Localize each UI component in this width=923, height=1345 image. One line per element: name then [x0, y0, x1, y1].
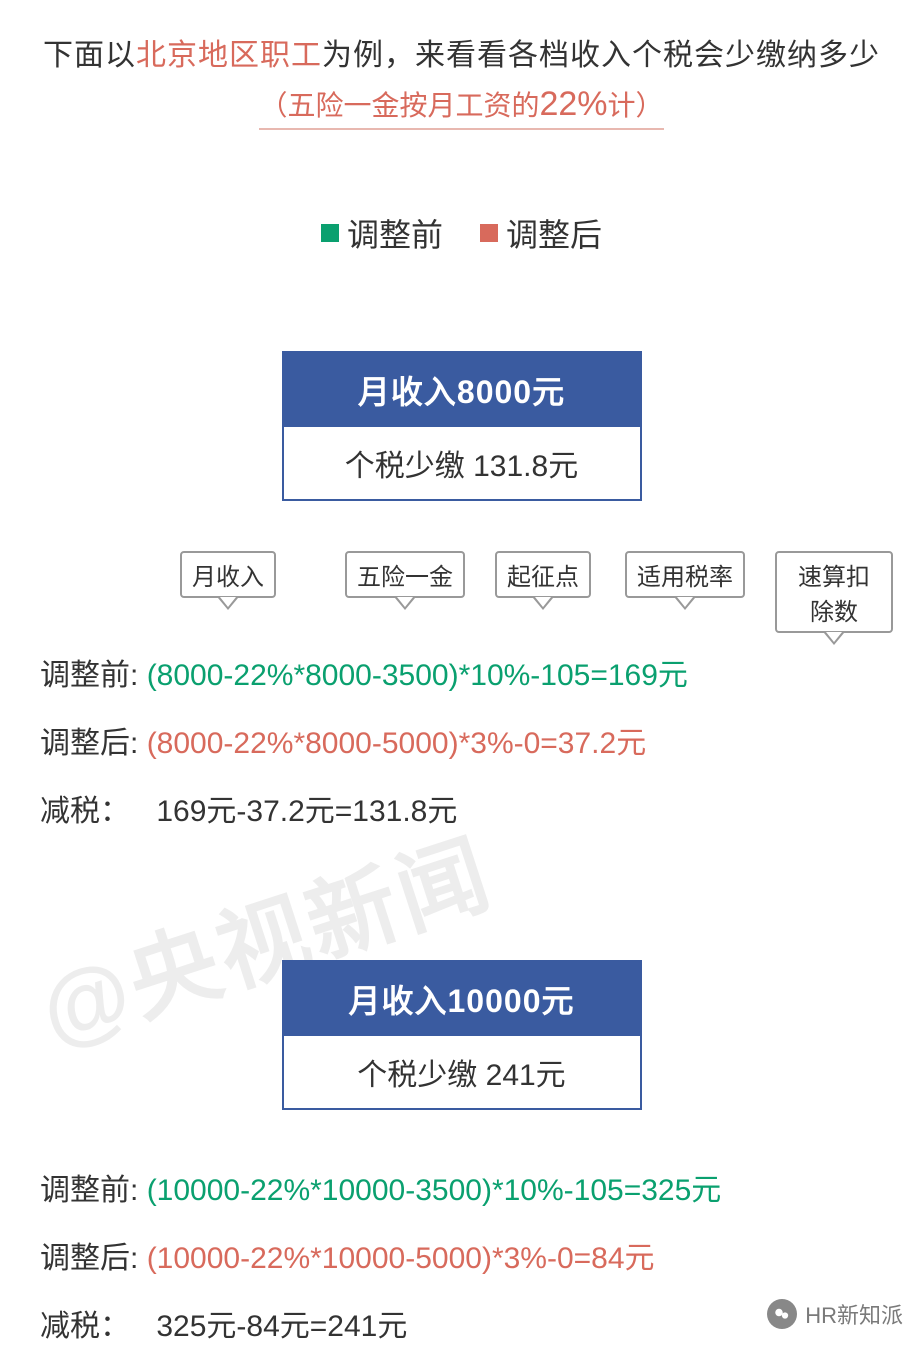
chevron-down-icon: [533, 598, 553, 610]
calc-cut-line: 减税： 325元-84元=241元: [40, 1301, 883, 1345]
calc-before-formula: (8000-22%*8000-3500)*10%-105=169元: [147, 659, 688, 692]
card-body: 个税少缴 131.8元: [284, 427, 640, 499]
calc-cut-line: 减税： 169元-37.2元=131.8元: [40, 786, 883, 830]
legend-after-swatch: [480, 224, 498, 242]
legend: 调整前 调整后: [30, 210, 893, 256]
formula-label-text: 适用税率: [625, 551, 745, 598]
calc-before-line: 调整前: (8000-22%*8000-3500)*10%-105=169元: [40, 650, 883, 694]
calc-block-8000: 调整前: (8000-22%*8000-3500)*10%-105=169元 调…: [30, 650, 893, 830]
income-card-8000: 月收入8000元 个税少缴 131.8元: [282, 351, 642, 501]
formula-label-income: 月收入: [180, 551, 276, 610]
calc-cut-formula: 169元-37.2元=131.8元: [156, 795, 457, 828]
calc-block-10000: 调整前: (10000-22%*10000-3500)*10%-105=325元…: [30, 1165, 893, 1345]
calc-cut-label: 减税：: [40, 795, 130, 828]
chevron-down-icon: [395, 598, 415, 610]
legend-after-label: 调整后: [506, 210, 602, 256]
subtitle-post: 计）: [608, 90, 664, 121]
title-line1: 下面以北京地区职工为例，来看看各档收入个税会少缴纳多少: [30, 30, 893, 74]
calc-before-label: 调整前:: [40, 659, 138, 692]
calc-cut-label: 减税：: [40, 1310, 130, 1343]
formula-label-text: 速算扣除数: [775, 551, 893, 633]
calc-after-formula: (8000-22%*8000-5000)*3%-0=37.2元: [147, 727, 647, 760]
subtitle-pct: 22%: [539, 85, 607, 123]
title-highlight: 北京地区职工: [136, 39, 322, 72]
chevron-down-icon: [218, 598, 238, 610]
title-block: 下面以北京地区职工为例，来看看各档收入个税会少缴纳多少 （五险一金按月工资的22…: [30, 30, 893, 130]
chevron-down-icon: [675, 598, 695, 610]
formula-label-text: 月收入: [180, 551, 276, 598]
card-body: 个税少缴 241元: [284, 1036, 640, 1108]
calc-after-label: 调整后:: [40, 727, 138, 760]
calc-after-line: 调整后: (8000-22%*8000-5000)*3%-0=37.2元: [40, 718, 883, 762]
calc-before-line: 调整前: (10000-22%*10000-3500)*10%-105=325元: [40, 1165, 883, 1209]
subtitle-pre: （五险一金按月工资的: [259, 90, 539, 121]
calc-before-label: 调整前:: [40, 1174, 138, 1207]
formula-label-text: 五险一金: [345, 551, 465, 598]
formula-labels-row: 月收入 五险一金 起征点 适用税率 速算扣除数: [30, 551, 893, 626]
legend-before: 调整前: [321, 210, 443, 256]
formula-label-rate: 适用税率: [625, 551, 745, 610]
income-card-10000: 月收入10000元 个税少缴 241元: [282, 960, 642, 1110]
calc-cut-formula: 325元-84元=241元: [156, 1310, 407, 1343]
calc-after-label: 调整后:: [40, 1242, 138, 1275]
formula-label-insurance: 五险一金: [345, 551, 465, 610]
title-post: 为例，来看看各档收入个税会少缴纳多少: [322, 39, 880, 72]
title-subtitle: （五险一金按月工资的22%计）: [259, 84, 663, 130]
formula-label-deduction: 速算扣除数: [775, 551, 893, 645]
title-pre: 下面以: [43, 39, 136, 72]
calc-after-line: 调整后: (10000-22%*10000-5000)*3%-0=84元: [40, 1233, 883, 1277]
formula-label-threshold: 起征点: [495, 551, 591, 610]
calc-before-formula: (10000-22%*10000-3500)*10%-105=325元: [147, 1174, 722, 1207]
card-head: 月收入8000元: [284, 353, 640, 427]
calc-after-formula: (10000-22%*10000-5000)*3%-0=84元: [147, 1242, 655, 1275]
card-head: 月收入10000元: [284, 962, 640, 1036]
chevron-down-icon: [824, 633, 844, 645]
formula-label-text: 起征点: [495, 551, 591, 598]
legend-before-label: 调整前: [347, 210, 443, 256]
legend-after: 调整后: [480, 210, 602, 256]
legend-before-swatch: [321, 224, 339, 242]
